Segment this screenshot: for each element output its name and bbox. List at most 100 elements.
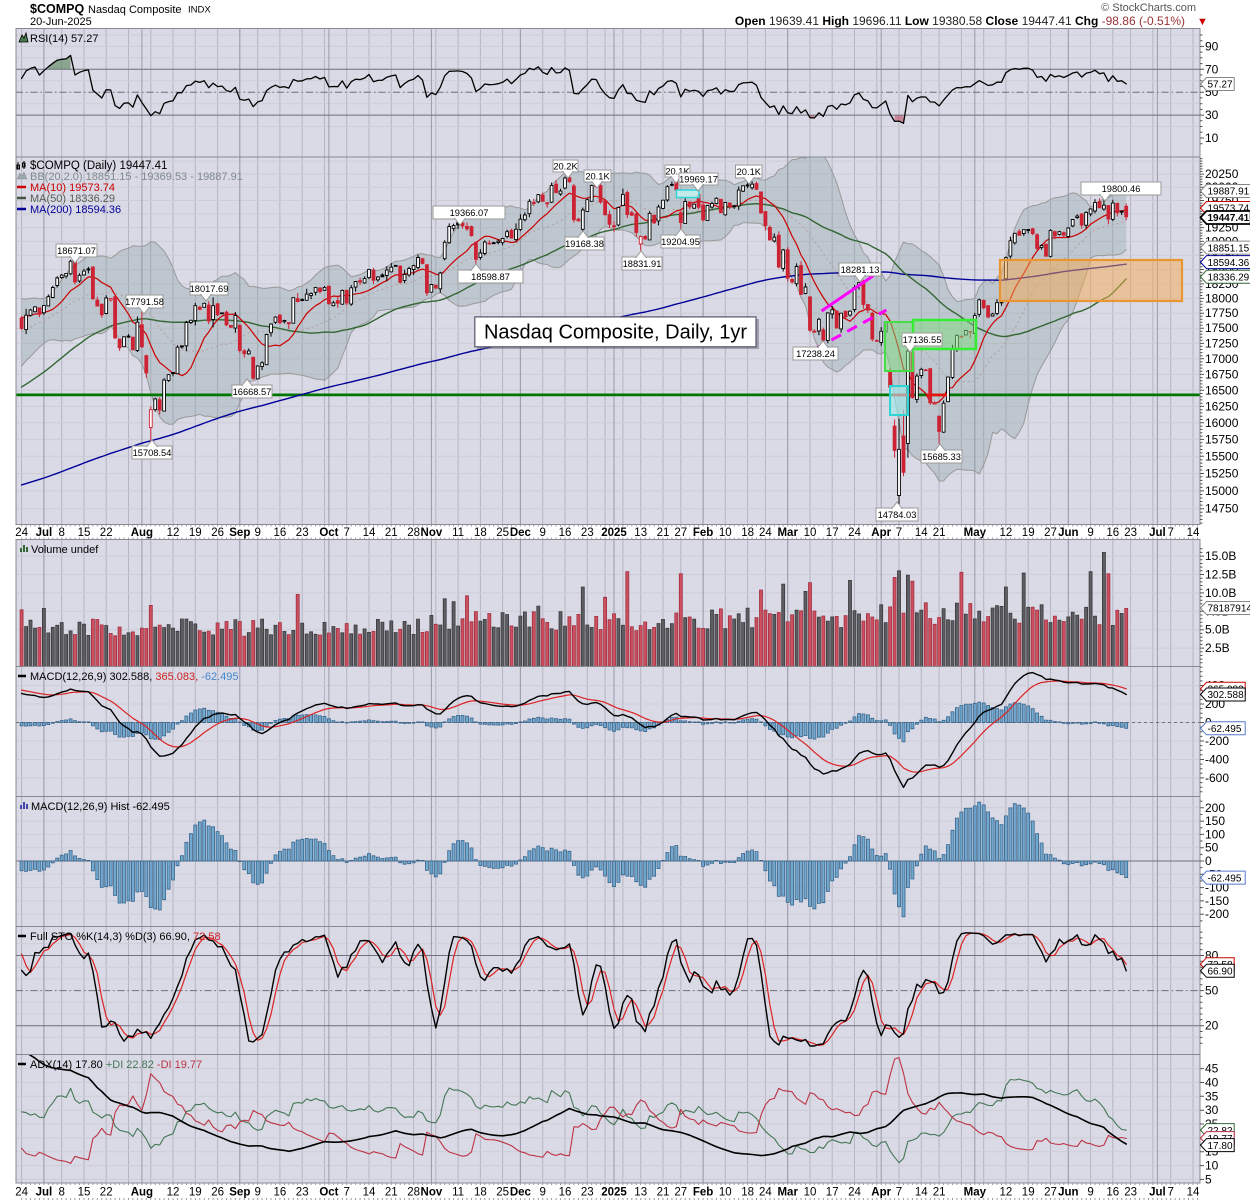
svg-text:11: 11 [452,1187,464,1199]
svg-text:26: 26 [211,527,224,539]
svg-text:22: 22 [100,1187,113,1199]
svg-text:May: May [964,1187,987,1199]
svg-text:Jul: Jul [1149,1187,1166,1199]
svg-text:18: 18 [741,1187,754,1199]
svg-text:18000: 18000 [1205,291,1239,305]
svg-text:17: 17 [826,1187,839,1199]
svg-text:15: 15 [78,527,91,539]
svg-text:14: 14 [363,527,376,539]
svg-text:20250: 20250 [1205,167,1239,181]
svg-text:45: 45 [1205,1062,1219,1076]
svg-text:19204.95: 19204.95 [661,237,700,247]
svg-text:15250: 15250 [1205,467,1239,481]
svg-text:24: 24 [15,1187,28,1199]
svg-text:16: 16 [274,527,287,539]
svg-text:Jun: Jun [1058,527,1078,539]
svg-text:24: 24 [848,527,861,539]
svg-text:17250: 17250 [1205,336,1239,350]
svg-text:Feb: Feb [693,527,713,539]
svg-text:30: 30 [1205,108,1219,122]
svg-text:12.5B: 12.5B [1205,568,1236,582]
svg-text:90: 90 [1205,39,1219,53]
svg-text:Mar: Mar [777,527,798,539]
svg-text:27: 27 [1044,527,1057,539]
svg-text:10: 10 [804,527,817,539]
svg-text:-600: -600 [1205,771,1229,785]
svg-text:21: 21 [933,1187,946,1199]
svg-text:19: 19 [189,1187,202,1199]
svg-text:14784.03: 14784.03 [878,510,917,520]
svg-text:9: 9 [254,527,260,539]
svg-text:Nov: Nov [421,1187,443,1199]
svg-text:0: 0 [1205,854,1212,868]
svg-text:2025: 2025 [601,1187,627,1199]
svg-text:16500: 16500 [1205,383,1239,397]
svg-text:8: 8 [58,1187,64,1199]
svg-text:▼: ▼ [1197,16,1208,28]
svg-text:18336.29: 18336.29 [1208,273,1250,284]
svg-text:18851.15: 18851.15 [1208,243,1250,254]
svg-text:19887.91: 19887.91 [1208,187,1250,198]
svg-text:-200: -200 [1205,907,1229,921]
svg-text:Feb: Feb [693,1187,713,1199]
svg-text:2.5B: 2.5B [1205,641,1230,655]
svg-text:7: 7 [1167,1187,1173,1199]
svg-text:18594.36: 18594.36 [1208,258,1250,269]
svg-text:15708.54: 15708.54 [133,448,172,458]
svg-text:21: 21 [385,527,398,539]
svg-text:Oct: Oct [319,1187,338,1199]
svg-text:19168.38: 19168.38 [565,239,604,249]
svg-text:12: 12 [1000,527,1013,539]
svg-text:9: 9 [539,1187,545,1199]
svg-text:11: 11 [452,527,464,539]
svg-text:23: 23 [1124,1187,1137,1199]
svg-text:Aug: Aug [131,527,153,539]
svg-text:MA(50) 18336.29: MA(50) 18336.29 [30,193,115,205]
svg-text:18: 18 [474,527,487,539]
svg-text:Volume undef: Volume undef [31,544,99,556]
svg-text:22: 22 [100,527,113,539]
svg-text:-150: -150 [1205,894,1229,908]
svg-text:66.90: 66.90 [1208,967,1233,978]
svg-text:200: 200 [1205,801,1225,815]
svg-text:16: 16 [1106,527,1119,539]
svg-text:12: 12 [1000,1187,1013,1199]
svg-text:7: 7 [896,527,902,539]
svg-text:16250: 16250 [1205,399,1239,413]
svg-text:18281.13: 18281.13 [841,265,880,275]
svg-text:Nov: Nov [421,527,443,539]
svg-text:24: 24 [759,1187,772,1199]
svg-text:-400: -400 [1205,753,1229,767]
svg-text:18017.69: 18017.69 [190,284,229,294]
svg-text:17500: 17500 [1205,321,1239,335]
svg-text:30: 30 [1205,1103,1219,1117]
svg-text:10: 10 [719,1187,732,1199]
svg-text:May: May [964,527,987,539]
svg-text:10: 10 [804,1187,817,1199]
svg-text:10.0B: 10.0B [1205,586,1236,600]
svg-text:50: 50 [1205,984,1219,998]
svg-text:19: 19 [189,527,202,539]
svg-text:Full STO %K(14,3) %D(3) 66.90,: Full STO %K(14,3) %D(3) 66.90, 72.58 [30,931,221,943]
svg-text:Mar: Mar [777,1187,798,1199]
svg-text:28: 28 [407,527,420,539]
svg-text:13: 13 [634,1187,647,1199]
svg-text:25: 25 [496,1187,509,1199]
svg-text:INDX: INDX [188,5,211,16]
svg-text:27: 27 [674,1187,687,1199]
svg-text:18: 18 [474,1187,487,1199]
svg-text:MACD(12,26,9) 302.588, 365.083: MACD(12,26,9) 302.588, 365.083, -62.495 [30,671,239,683]
svg-text:26: 26 [211,1187,224,1199]
svg-text:14: 14 [1187,527,1200,539]
svg-text:5: 5 [1205,1172,1212,1186]
svg-text:BB(20,2.0) 18851.15 - 19369.53: BB(20,2.0) 18851.15 - 19369.53 - 19887.9… [30,171,243,183]
svg-text:70: 70 [1205,62,1219,76]
svg-text:Jul: Jul [36,527,53,539]
svg-text:18831.91: 18831.91 [623,259,662,269]
svg-text:ADX(14) 17.80 +DI 22.82 -DI 19: ADX(14) 17.80 +DI 22.82 -DI 19.77 [30,1059,202,1071]
svg-text:RSI(14) 57.27: RSI(14) 57.27 [30,33,98,45]
svg-text:18598.87: 18598.87 [471,272,510,282]
svg-text:-62.495: -62.495 [1208,873,1242,884]
svg-text:17: 17 [826,527,839,539]
svg-text:20.1K: 20.1K [585,172,610,182]
